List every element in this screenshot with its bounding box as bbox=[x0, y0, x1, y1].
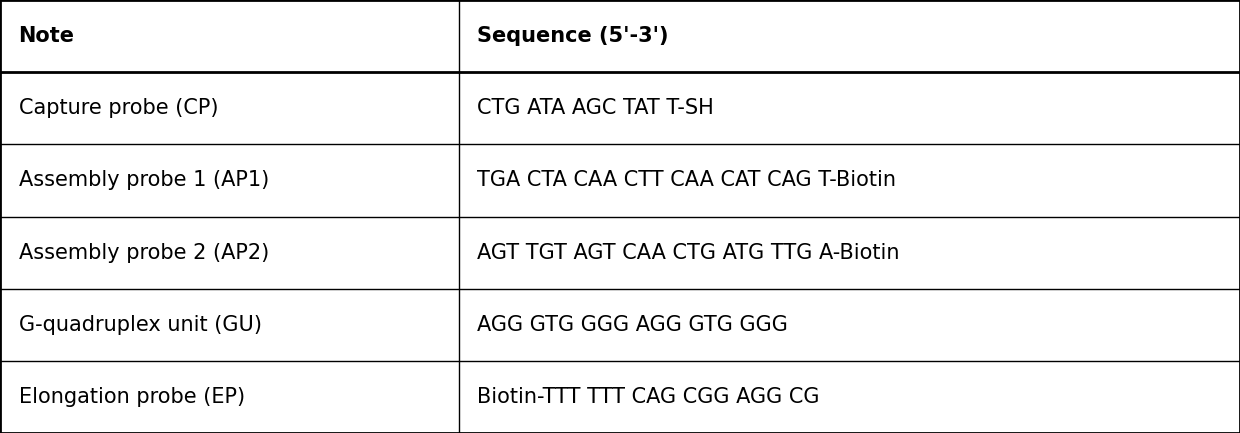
Text: Assembly probe 2 (AP2): Assembly probe 2 (AP2) bbox=[19, 242, 269, 262]
Text: AGG GTG GGG AGG GTG GGG: AGG GTG GGG AGG GTG GGG bbox=[477, 315, 789, 335]
Text: CTG ATA AGC TAT T-SH: CTG ATA AGC TAT T-SH bbox=[477, 98, 714, 118]
Text: Biotin-TTT TTT CAG CGG AGG CG: Biotin-TTT TTT CAG CGG AGG CG bbox=[477, 387, 820, 407]
Text: Assembly probe 1 (AP1): Assembly probe 1 (AP1) bbox=[19, 171, 269, 191]
Text: Note: Note bbox=[19, 26, 74, 46]
Text: Sequence (5'-3'): Sequence (5'-3') bbox=[477, 26, 668, 46]
Text: G-quadruplex unit (GU): G-quadruplex unit (GU) bbox=[19, 315, 262, 335]
Text: Elongation probe (EP): Elongation probe (EP) bbox=[19, 387, 244, 407]
Text: Capture probe (CP): Capture probe (CP) bbox=[19, 98, 218, 118]
Text: AGT TGT AGT CAA CTG ATG TTG A-Biotin: AGT TGT AGT CAA CTG ATG TTG A-Biotin bbox=[477, 242, 900, 262]
Text: TGA CTA CAA CTT CAA CAT CAG T-Biotin: TGA CTA CAA CTT CAA CAT CAG T-Biotin bbox=[477, 171, 897, 191]
